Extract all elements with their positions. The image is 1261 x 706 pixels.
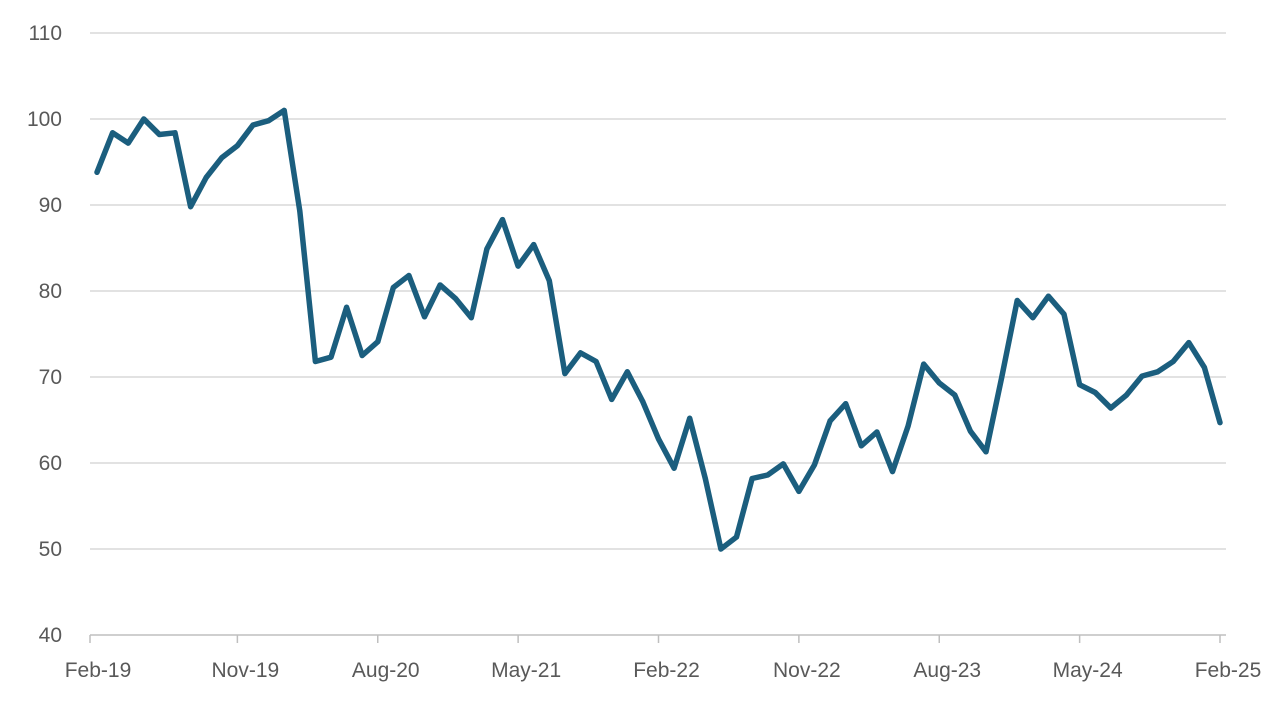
- data-point: [593, 359, 599, 365]
- data-point: [1077, 382, 1083, 388]
- data-point: [858, 443, 864, 449]
- data-point: [905, 423, 911, 429]
- data-point: [640, 399, 646, 405]
- data-point: [921, 361, 927, 367]
- x-tick-label-May-24: May-24: [1053, 659, 1123, 682]
- data-point: [219, 155, 225, 161]
- data-point: [141, 116, 147, 122]
- y-tick-label-110: 110: [29, 22, 62, 45]
- data-point: [733, 534, 739, 540]
- data-point: [624, 369, 630, 375]
- data-point: [1108, 405, 1114, 411]
- data-point: [328, 354, 334, 360]
- data-point: [266, 118, 272, 124]
- x-tick-label-Aug-20: Aug-20: [352, 659, 420, 682]
- data-point: [110, 130, 116, 136]
- data-point: [889, 469, 895, 475]
- y-tick-label-60: 60: [39, 452, 62, 475]
- data-point: [796, 488, 802, 494]
- data-point: [203, 174, 209, 180]
- data-point: [827, 418, 833, 424]
- data-point: [687, 415, 693, 421]
- data-point: [546, 278, 552, 284]
- data-point: [765, 472, 771, 478]
- data-point: [656, 436, 661, 442]
- x-tick-label-Nov-22: Nov-22: [773, 659, 841, 682]
- x-tick-label-Feb-19: Feb-19: [65, 659, 132, 682]
- data-point: [312, 359, 318, 365]
- data-point: [1045, 293, 1051, 299]
- data-point: [609, 396, 615, 402]
- data-point: [500, 217, 506, 223]
- data-point: [156, 131, 162, 137]
- data-point: [874, 429, 880, 435]
- data-point: [172, 130, 178, 136]
- y-tick-label-80: 80: [39, 280, 62, 303]
- data-point: [562, 371, 568, 377]
- y-tick-label-100: 100: [27, 108, 62, 131]
- data-point: [1170, 359, 1176, 365]
- y-axis-tick-labels: 40 50 60 70 80 90 100 110: [27, 22, 62, 647]
- data-point: [936, 380, 942, 386]
- data-point: [967, 428, 973, 434]
- data-point: [1061, 311, 1067, 317]
- y-tick-label-40: 40: [39, 624, 62, 647]
- data-point: [297, 208, 303, 214]
- data-point: [1092, 389, 1098, 395]
- data-point: [718, 546, 724, 552]
- data-point: [811, 462, 817, 468]
- data-point: [983, 449, 989, 455]
- data-point: [390, 285, 396, 291]
- data-point: [359, 353, 365, 358]
- data-point: [1030, 315, 1036, 321]
- data-point: [702, 475, 708, 481]
- data-point: [671, 465, 677, 471]
- data-point: [1201, 365, 1207, 371]
- x-tick-label-Nov-19: Nov-19: [212, 659, 280, 682]
- x-axis-tick-labels: Feb-19 Nov-19 Aug-20 May-21 Feb-22 Nov-22 Aug-…: [65, 659, 1261, 682]
- data-point: [1123, 392, 1129, 398]
- y-tick-label-90: 90: [39, 194, 62, 217]
- data-point: [531, 242, 537, 248]
- data-point: [422, 314, 428, 320]
- data-point: [250, 122, 256, 128]
- data-point: [125, 140, 131, 146]
- gridlines: [90, 32, 1226, 550]
- data-point: [1155, 369, 1161, 375]
- data-point: [1014, 297, 1020, 303]
- y-tick-label-50: 50: [39, 538, 62, 561]
- data-point: [375, 339, 381, 345]
- data-point: [281, 107, 287, 113]
- data-point: [94, 169, 100, 175]
- series-group: [94, 107, 1223, 552]
- data-point: [1217, 420, 1223, 426]
- data-point: [188, 204, 194, 210]
- data-point: [749, 475, 755, 481]
- data-point: [999, 375, 1005, 381]
- data-point: [843, 401, 849, 407]
- data-point: [234, 143, 240, 149]
- data-point: [406, 273, 412, 279]
- x-tick-label-Feb-22: Feb-22: [633, 659, 700, 682]
- data-point: [578, 350, 584, 356]
- data-point: [1186, 340, 1192, 346]
- data-point: [437, 282, 443, 288]
- data-point: [344, 304, 350, 310]
- x-axis-ticks: [89, 635, 1221, 643]
- data-point: [780, 461, 786, 467]
- data-point: [515, 263, 521, 269]
- data-point: [453, 296, 459, 302]
- y-tick-label-70: 70: [39, 366, 62, 389]
- data-point: [484, 246, 490, 252]
- data-point: [952, 392, 958, 398]
- data-point: [1139, 373, 1145, 379]
- x-tick-label-Feb-25: Feb-25: [1195, 659, 1261, 682]
- x-tick-label-May-21: May-21: [491, 659, 561, 682]
- x-tick-label-Aug-23: Aug-23: [913, 659, 981, 682]
- series-line-0: [94, 107, 1223, 552]
- data-point: [468, 315, 474, 321]
